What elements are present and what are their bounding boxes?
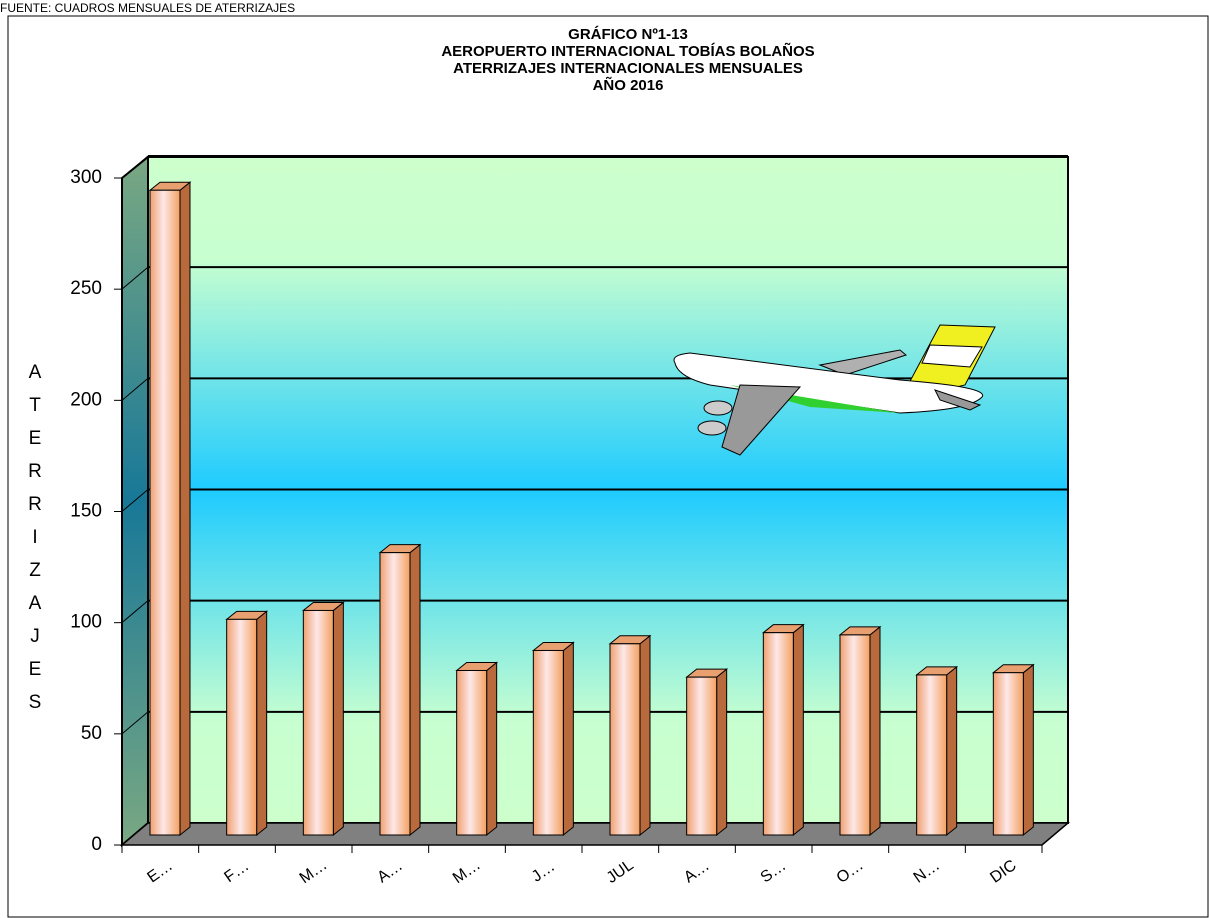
y-tick-label: 200 [70, 389, 102, 410]
bar-side [410, 545, 420, 835]
bar [917, 675, 947, 835]
y-axis-label: ATERRIZAJES [25, 362, 46, 725]
chart: FUENTE: CUADROS MENSUALES DE ATERRIZAJES… [0, 0, 1209, 918]
bar-side [333, 602, 343, 835]
bar-side [640, 636, 650, 835]
y-tick-label: 300 [70, 167, 102, 188]
bar-side [180, 182, 190, 835]
title: AEROPUERTO INTERNACIONAL TOBÍAS BOLAÑOS [441, 42, 814, 60]
x-tick-label: S… [758, 857, 790, 886]
bar [303, 610, 333, 835]
x-tick-label: A… [681, 857, 713, 886]
bar [150, 190, 180, 835]
x-tick-label: O… [834, 857, 867, 887]
title: AÑO 2016 [593, 76, 664, 94]
bar [380, 553, 410, 835]
bar [457, 670, 487, 835]
bar-side [257, 611, 267, 835]
bar [993, 673, 1023, 835]
x-tick-label: E… [144, 857, 176, 886]
x-tick-label: A… [374, 857, 406, 886]
y-tick-label: 150 [70, 501, 102, 522]
x-tick-label: F… [221, 857, 252, 886]
bar [533, 650, 563, 835]
bar-side [870, 627, 880, 835]
y-tick-label: 50 [81, 723, 102, 744]
x-tick-label: M… [450, 856, 484, 887]
bar-side [717, 669, 727, 835]
y-tick-label: 100 [70, 612, 102, 633]
bar [840, 635, 870, 835]
x-tick-label: JUL [604, 857, 637, 887]
bar-side [563, 642, 573, 835]
title: GRÁFICO Nº1-13 [568, 26, 688, 43]
x-tick-label: N… [911, 857, 943, 887]
x-tick-label: J… [529, 858, 558, 886]
bar [610, 644, 640, 835]
y-tick-label: 250 [70, 278, 102, 299]
x-tick-label: DIC [987, 857, 1019, 887]
source: FUENTE: CUADROS MENSUALES DE ATERRIZAJES [0, 1, 295, 15]
bar [687, 677, 717, 835]
bar [227, 619, 257, 835]
bar-side [947, 667, 957, 835]
bar-side [793, 625, 803, 835]
y-tick-label: 0 [91, 834, 102, 855]
bar-side [1023, 665, 1033, 835]
x-tick-label: M… [297, 856, 331, 887]
bar [763, 633, 793, 835]
title: ATERRIZAJES INTERNACIONALES MENSUALES [453, 60, 803, 77]
bar-side [487, 662, 497, 835]
